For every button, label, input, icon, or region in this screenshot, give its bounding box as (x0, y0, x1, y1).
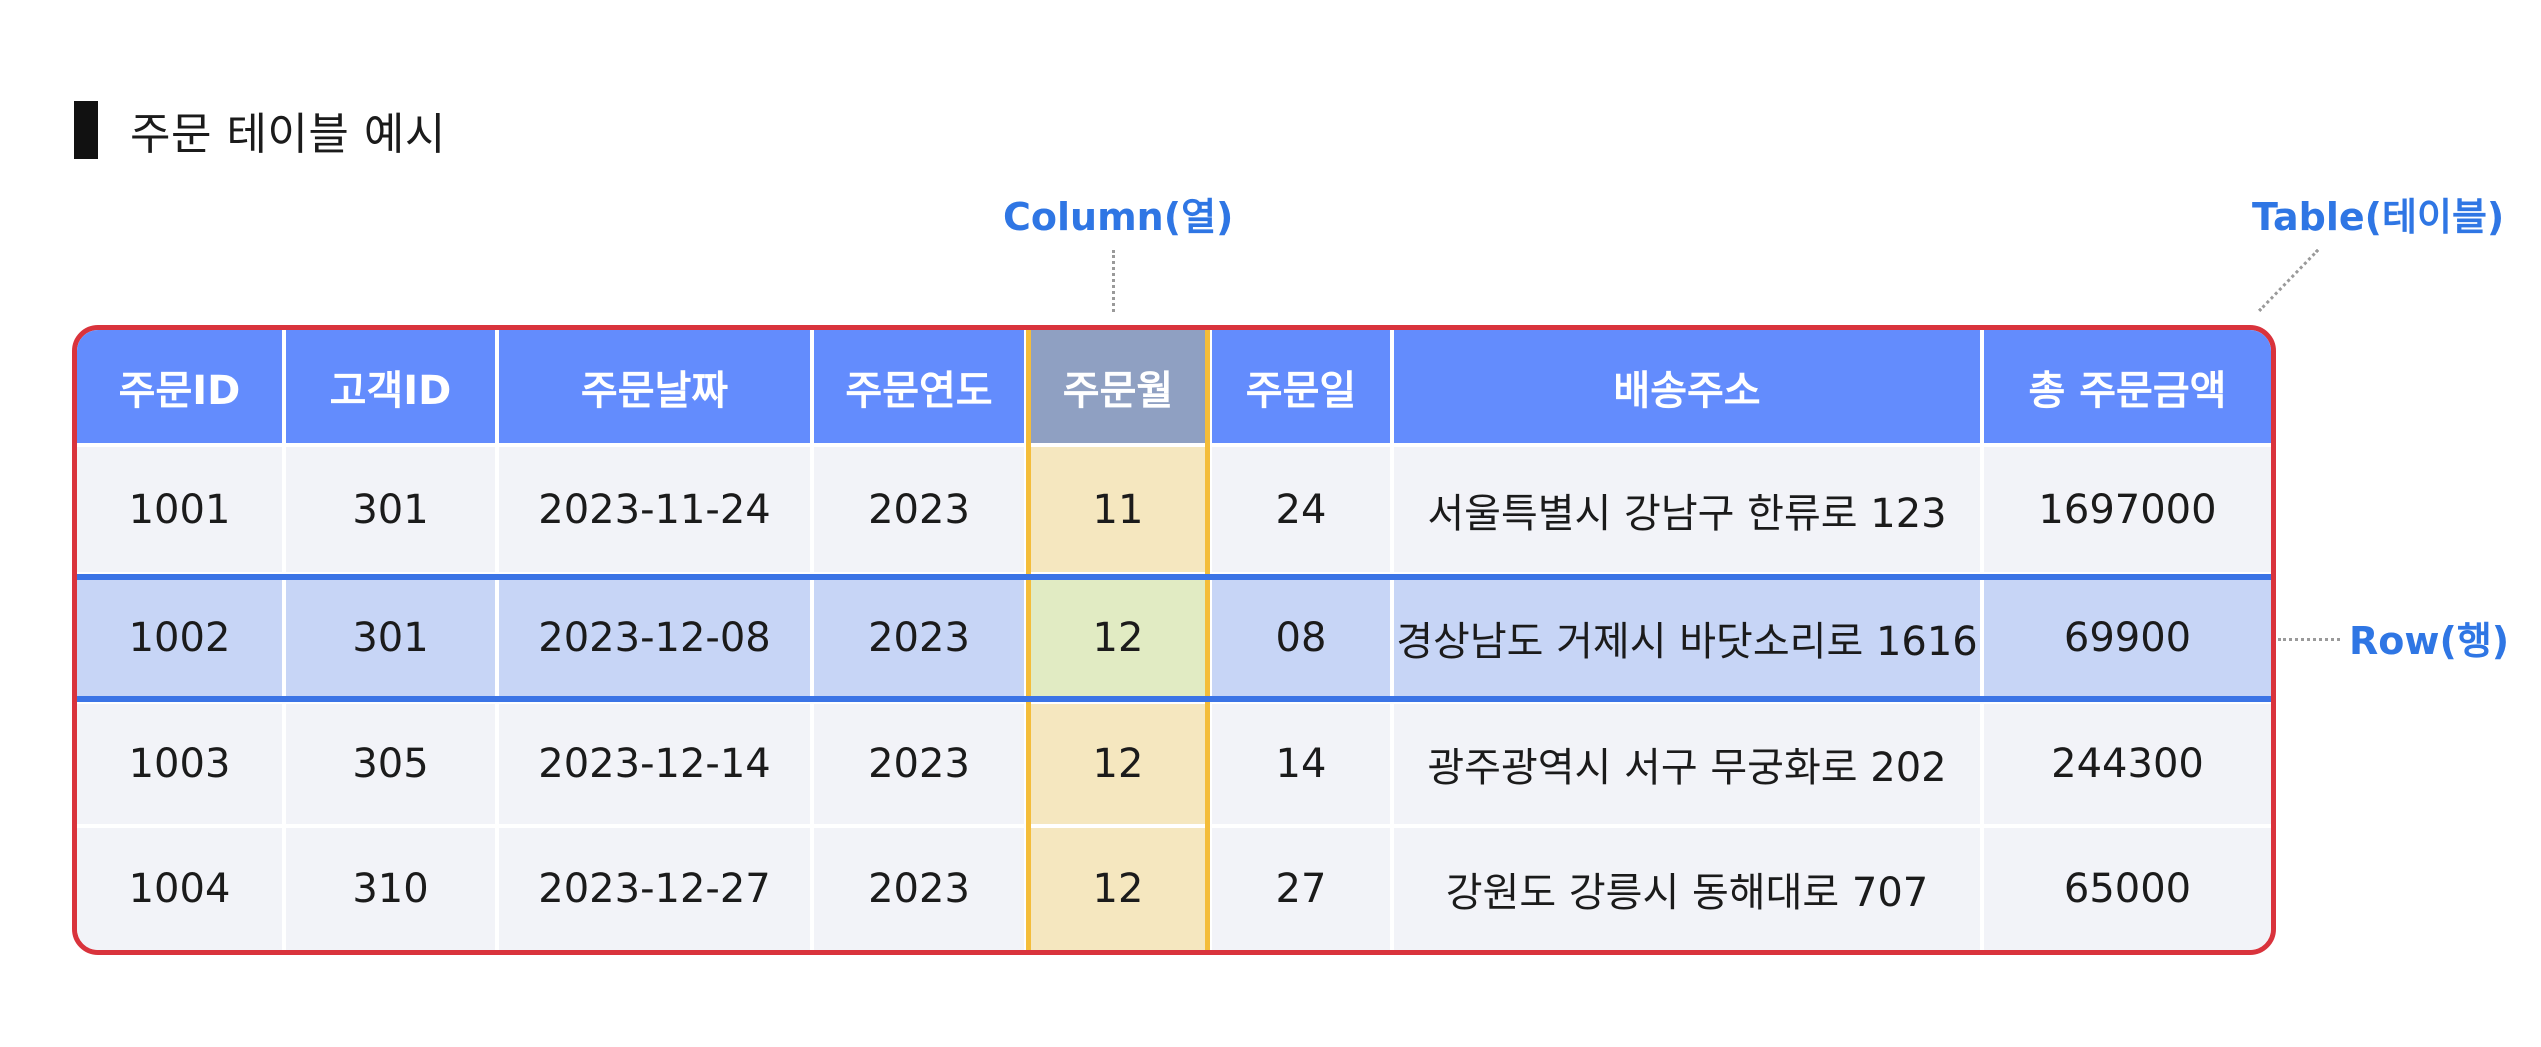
table-cell: 경상남도 거제시 바닷소리로 1616 (1394, 576, 1980, 700)
table-cell: 2023 (814, 828, 1024, 950)
table-header-cell: 주문월 (1028, 330, 1208, 443)
column-annotation: Column(열) (1003, 195, 1234, 239)
column-leader-line (1112, 250, 1115, 312)
table-cell: 305 (286, 704, 495, 824)
table-cell: 강원도 강릉시 동해대로 707 (1394, 828, 1980, 950)
table-cell: 1003 (77, 704, 282, 824)
table-cell: 2023-11-24 (499, 447, 810, 572)
table-cell: 244300 (1984, 704, 2271, 824)
table-cell: 24 (1212, 447, 1390, 572)
table-annotation: Table(테이블) (2252, 195, 2505, 239)
table-header-cell: 주문ID (77, 330, 282, 443)
table-cell: 65000 (1984, 828, 2271, 950)
table-cell: 14 (1212, 704, 1390, 824)
table-cell: 08 (1212, 576, 1390, 700)
table-header-cell: 주문일 (1212, 330, 1390, 443)
table-cell: 11 (1028, 447, 1208, 572)
table-cell: 301 (286, 576, 495, 700)
row-leader-line (2278, 638, 2340, 641)
table-cell: 2023 (814, 447, 1024, 572)
table-cell: 2023-12-14 (499, 704, 810, 824)
section-title: 주문 테이블 예시 (74, 100, 446, 160)
table-cell: 1004 (77, 828, 282, 950)
table-header-cell: 주문연도 (814, 330, 1024, 443)
table-cell: 2023 (814, 576, 1024, 700)
table-cell: 2023-12-27 (499, 828, 810, 950)
orders-table: 주문ID 고객ID 주문날짜 주문연도 주문월 주문일 배송주소 총 주문금액 1001 301 2… (72, 325, 2276, 955)
table-cell: 2023 (814, 704, 1024, 824)
table-header-cell: 주문날짜 (499, 330, 810, 443)
table-grid: 주문ID 고객ID 주문날짜 주문연도 주문월 주문일 배송주소 총 주문금액 1001 301 2… (77, 330, 2271, 950)
table-leader-line (2258, 248, 2320, 313)
title-text: 주문 테이블 예시 (130, 109, 446, 160)
table-cell: 1001 (77, 447, 282, 572)
table-cell: 310 (286, 828, 495, 950)
table-cell: 1002 (77, 576, 282, 700)
table-cell: 12 (1028, 576, 1208, 700)
row-annotation: Row(행) (2349, 619, 2510, 663)
table-cell: 69900 (1984, 576, 2271, 700)
table-header-cell: 총 주문금액 (1984, 330, 2271, 443)
table-cell: 27 (1212, 828, 1390, 950)
table-cell: 12 (1028, 704, 1208, 824)
table-header-cell: 고객ID (286, 330, 495, 443)
table-header-cell: 배송주소 (1394, 330, 1980, 443)
table-cell: 광주광역시 서구 무궁화로 202 (1394, 704, 1980, 824)
table-cell: 1697000 (1984, 447, 2271, 572)
table-cell: 12 (1028, 828, 1208, 950)
table-cell: 서울특별시 강남구 한류로 123 (1394, 447, 1980, 572)
table-cell: 301 (286, 447, 495, 572)
table-cell: 2023-12-08 (499, 576, 810, 700)
title-marker-bar (74, 101, 98, 159)
